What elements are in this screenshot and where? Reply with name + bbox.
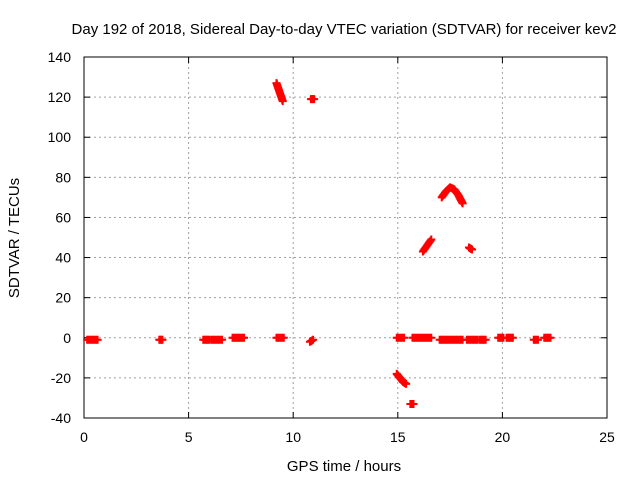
y-tick-label: -40 [51,410,71,426]
x-tick-label: 25 [599,429,615,445]
grid [84,57,607,418]
x-axis-label: GPS time / hours [287,458,401,475]
y-axis-label: SDTVAR / TECUs [6,178,23,298]
data-point [402,379,411,388]
y-tick-label: 140 [48,49,72,65]
x-tick-label: 15 [390,429,406,445]
data-point [468,245,477,254]
data-points [83,79,555,408]
data-point [427,235,436,244]
y-tick-label: 80 [55,169,71,185]
y-tick-label: -20 [51,370,71,386]
data-point [458,199,467,208]
data-point [400,333,409,342]
data-point [240,333,249,342]
plot-area-frame [83,56,608,419]
data-point [546,333,555,342]
y-tick-label: 40 [55,250,71,266]
data-point [93,335,102,344]
x-tick-label: 20 [495,429,511,445]
data-point [158,335,167,344]
data-point [309,335,318,344]
y-tick-label: 0 [63,330,71,346]
y-tick-label: 60 [55,209,71,225]
y-tick-label: 120 [48,89,72,105]
data-point [310,95,319,104]
axis-ticks [83,56,608,419]
data-point [427,333,436,342]
data-point [279,333,288,342]
x-axis-tick-labels: 0 5 10 15 20 25 [80,429,615,445]
data-point [508,333,517,342]
y-tick-label: 20 [55,290,71,306]
data-point [533,335,542,344]
x-tick-label: 10 [285,429,301,445]
data-point [409,399,418,408]
chart-title: Day 192 of 2018, Sidereal Day-to-day VTE… [72,21,617,38]
y-tick-label: 100 [48,129,72,145]
data-point [218,335,227,344]
data-point [481,335,490,344]
x-tick-label: 5 [185,429,193,445]
y-axis-tick-labels: -40 -20 0 20 40 60 80 100 120 140 [48,49,72,426]
x-tick-label: 0 [80,429,88,445]
data-point [278,97,287,106]
